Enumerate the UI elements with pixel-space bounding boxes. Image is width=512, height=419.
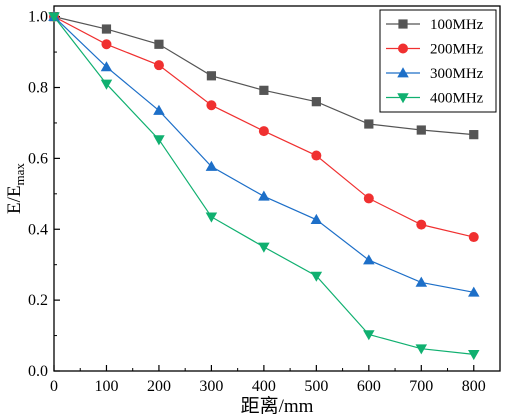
x-tick-label: 600 <box>357 378 381 395</box>
data-point <box>259 85 269 95</box>
y-tick-label: 0.2 <box>28 292 48 309</box>
plot-area-border <box>53 5 501 372</box>
data-point <box>468 232 479 243</box>
data-point <box>153 104 165 115</box>
series-lines <box>48 10 480 361</box>
data-point <box>205 160 218 171</box>
y-axis-title-base: E/E <box>4 185 25 214</box>
data-point <box>101 24 112 34</box>
data-point <box>415 276 428 287</box>
data-point <box>258 190 270 201</box>
data-point <box>258 126 269 137</box>
legend: 100MHz 200MHz 300MHz 400MHz <box>379 9 497 113</box>
x-tick-label: 300 <box>199 378 223 395</box>
x-tick-label: 500 <box>304 378 328 395</box>
data-point <box>311 97 321 107</box>
legend-entry: 200MHz <box>386 42 484 58</box>
y-tick-label: 1.0 <box>28 9 48 26</box>
y-tick-label: 0.0 <box>28 363 48 380</box>
data-point <box>363 193 374 204</box>
legend-entry: 400MHz <box>386 91 484 107</box>
data-point <box>363 254 375 265</box>
plot-frame <box>53 5 501 372</box>
y-axis-title: E/Emax <box>4 163 27 214</box>
x-tick-label: 800 <box>462 378 486 395</box>
legend-marker <box>397 67 409 78</box>
legend-marker <box>398 43 408 54</box>
legend-marker <box>398 19 408 29</box>
x-tick-label: 100 <box>94 378 118 395</box>
data-point <box>101 39 112 50</box>
data-point <box>469 130 479 140</box>
data-point <box>468 286 480 297</box>
legend-entry: 300MHz <box>386 66 484 82</box>
data-point <box>153 60 164 71</box>
y-axis-title-subscript: max <box>12 163 27 186</box>
legend-label: 100MHz <box>430 17 484 33</box>
data-point <box>258 242 270 253</box>
data-point <box>311 150 322 161</box>
data-point <box>100 79 113 90</box>
series-200MHz <box>49 11 479 243</box>
y-tick-label: 0.4 <box>28 221 48 238</box>
x-tick-label: 200 <box>147 378 171 395</box>
legend-entry: 100MHz <box>386 17 484 33</box>
data-point <box>100 61 113 72</box>
data-point <box>364 119 374 129</box>
data-point <box>206 71 217 81</box>
data-point <box>310 271 323 282</box>
data-point <box>206 100 217 111</box>
series-400MHz <box>48 12 480 361</box>
data-point <box>416 219 427 230</box>
data-point <box>48 12 60 23</box>
data-point <box>415 344 428 355</box>
legend-label: 400MHz <box>430 91 484 107</box>
x-axis-title: 距离/mm <box>241 395 314 417</box>
series-300MHz <box>48 10 480 297</box>
axis-ticks: 0 100 200 300 400 500 600 700 800 0.0 0.2 0.4 0.6 0.8… <box>28 9 486 395</box>
y-tick-label: 0.8 <box>28 80 48 97</box>
legend-label: 200MHz <box>430 42 484 58</box>
data-point <box>416 125 426 135</box>
x-tick-label: 400 <box>252 378 276 395</box>
legend-marker <box>397 93 409 104</box>
data-point <box>468 350 480 361</box>
data-point <box>205 212 218 223</box>
x-tick-label: 0 <box>50 378 58 395</box>
data-point <box>310 213 323 224</box>
data-point <box>363 330 375 341</box>
data-point <box>153 135 165 146</box>
legend-label: 300MHz <box>430 66 484 82</box>
data-point <box>154 39 164 49</box>
x-tick-label: 700 <box>409 378 433 395</box>
y-tick-label: 0.6 <box>28 150 48 167</box>
